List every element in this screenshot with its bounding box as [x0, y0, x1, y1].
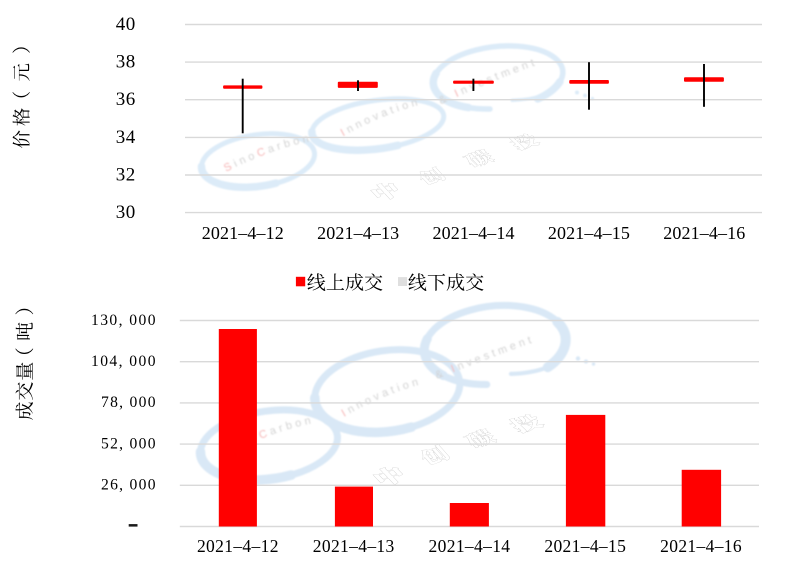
svg-text:2021–4–15: 2021–4–15	[548, 223, 630, 243]
svg-text:2021–4–15: 2021–4–15	[544, 536, 626, 556]
svg-text:36: 36	[116, 89, 136, 110]
svg-text:32: 32	[116, 164, 136, 185]
svg-text:2021–4–14: 2021–4–14	[429, 536, 511, 556]
svg-text:2021–4–12: 2021–4–12	[202, 223, 284, 243]
svg-text:104, 000: 104, 000	[91, 353, 156, 370]
svg-text:2021–4–13: 2021–4–13	[313, 536, 395, 556]
svg-text:2021–4–16: 2021–4–16	[663, 223, 745, 243]
svg-text:2021–4–16: 2021–4–16	[660, 536, 742, 556]
svg-text:30: 30	[116, 202, 136, 223]
svg-text:2021–4–12: 2021–4–12	[197, 536, 279, 556]
svg-text:40: 40	[116, 14, 136, 35]
svg-text:38: 38	[116, 52, 136, 73]
svg-text:2021–4–14: 2021–4–14	[433, 223, 515, 243]
svg-text:34: 34	[116, 127, 136, 148]
svg-text:2021–4–13: 2021–4–13	[317, 223, 399, 243]
svg-text:130, 000: 130, 000	[91, 312, 156, 329]
